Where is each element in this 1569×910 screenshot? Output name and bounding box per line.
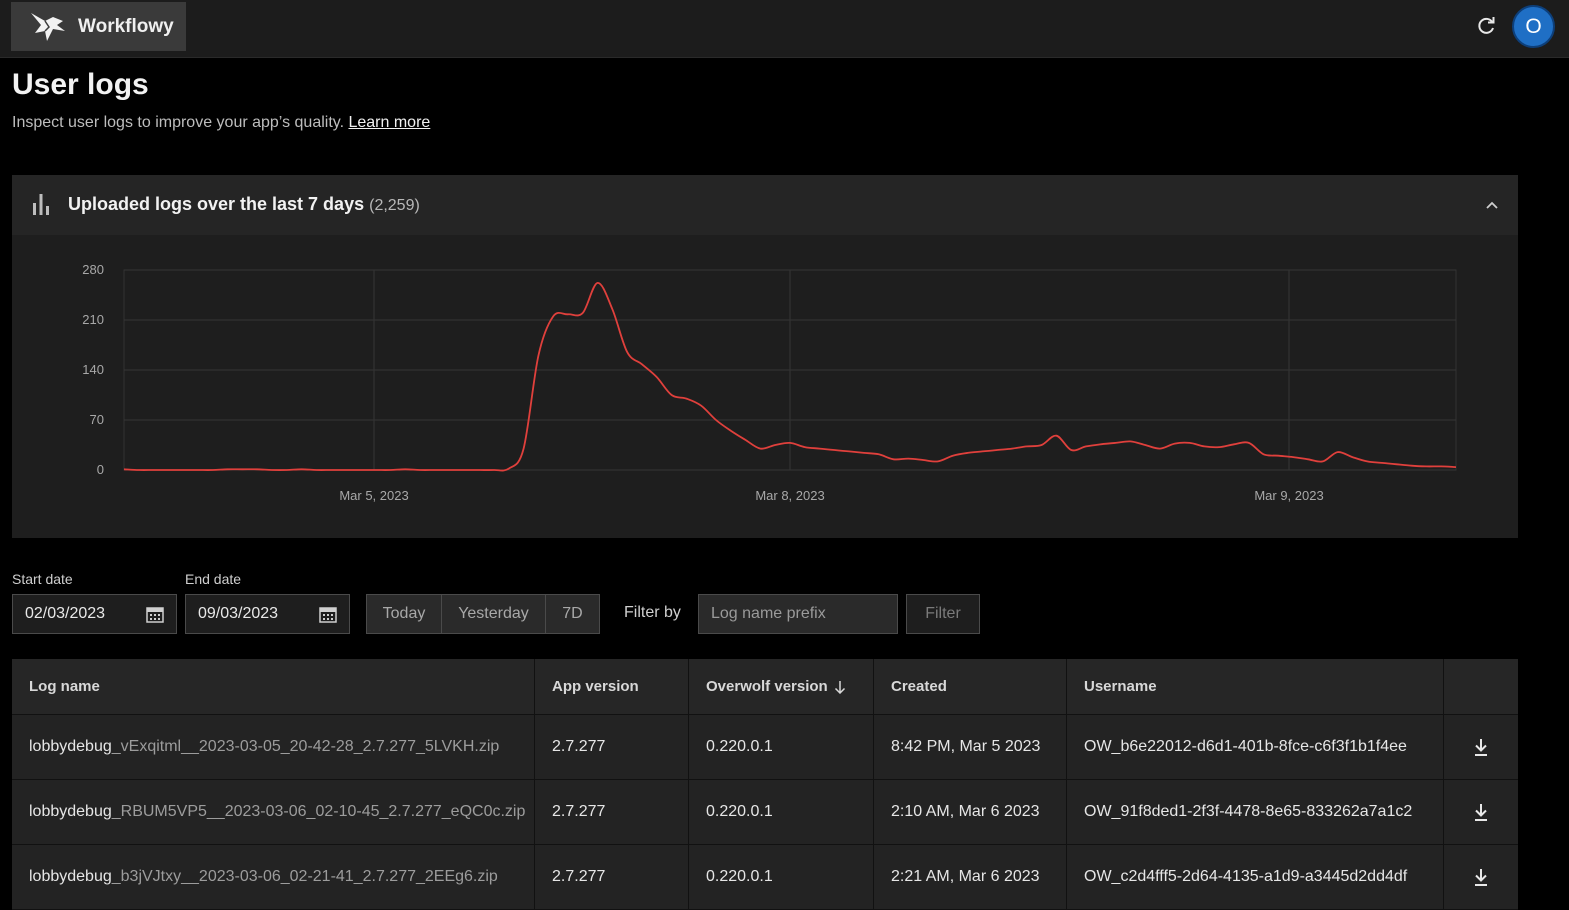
page-subtitle: Inspect user logs to improve your app’s … — [12, 114, 430, 132]
end-date-input[interactable]: 09/03/2023 — [185, 594, 350, 634]
column-header-log-name[interactable]: Log name — [12, 659, 535, 714]
arrow-down-icon — [834, 680, 845, 694]
avatar[interactable]: O — [1512, 5, 1555, 48]
fox-logo-icon — [31, 12, 65, 41]
download-cell — [1444, 845, 1518, 909]
log-name-rest: _b3jVJtxy__2023-03-06_02-21-41_2.7.277_2… — [111, 868, 498, 885]
overwolf-version-cell: 0.220.0.1 — [689, 715, 874, 779]
overwolf-version-cell: 0.220.0.1 — [689, 780, 874, 844]
app-brand[interactable]: Workflowy — [11, 2, 186, 51]
download-icon[interactable] — [1472, 802, 1490, 822]
column-header-app-version[interactable]: App version — [535, 659, 689, 714]
log-name-prefix: lobbydebug — [29, 738, 112, 755]
top-bar: Workflowy O — [0, 0, 1569, 58]
filter-button[interactable]: Filter — [906, 594, 980, 634]
y-tick-label: 210 — [82, 312, 104, 327]
x-tick-label: Mar 8, 2023 — [755, 488, 824, 503]
yesterday-button[interactable]: Yesterday — [442, 595, 546, 633]
log-name-prefix: lobbydebug — [29, 868, 112, 885]
username-cell: OW_c2d4fff5-2d64-4135-a1d9-a3445d2dd4df — [1067, 845, 1444, 909]
end-date-label: End date — [185, 571, 242, 587]
created-cell: 8:42 PM, Mar 5 2023 — [874, 715, 1067, 779]
download-cell — [1444, 715, 1518, 779]
column-header-username[interactable]: Username — [1067, 659, 1444, 714]
uploaded-logs-panel: Uploaded logs over the last 7 days (2,25… — [12, 175, 1518, 538]
end-date-value: 09/03/2023 — [198, 605, 279, 622]
download-icon[interactable] — [1472, 737, 1490, 757]
refresh-icon[interactable] — [1474, 14, 1498, 38]
bar-chart-icon — [33, 194, 49, 215]
panel-count: (2,259) — [369, 197, 420, 214]
column-header-created[interactable]: Created — [874, 659, 1067, 714]
chevron-up-icon[interactable] — [1484, 197, 1500, 213]
y-tick-label: 0 — [97, 462, 104, 477]
filter-by-label: Filter by — [624, 604, 681, 621]
column-header-overwolf-version[interactable]: Overwolf version — [689, 659, 874, 714]
created-cell: 2:10 AM, Mar 6 2023 — [874, 780, 1067, 844]
today-button[interactable]: Today — [367, 595, 442, 633]
table-row[interactable]: lobbydebug _vExqitml__2023-03-05_20-42-28… — [12, 715, 1518, 780]
panel-title-text: Uploaded logs over the last 7 days — [68, 194, 365, 214]
panel-title: Uploaded logs over the last 7 days (2,25… — [68, 194, 420, 215]
column-header-actions — [1444, 659, 1518, 714]
log-name-rest: _RBUM5VP5__2023-03-06_02-10-45_2.7.277_e… — [111, 803, 526, 820]
download-cell — [1444, 780, 1518, 844]
log-name-prefix: lobbydebug — [29, 803, 112, 820]
calendar-icon[interactable] — [146, 605, 164, 623]
overwolf-version-label: Overwolf version — [706, 678, 828, 695]
download-icon[interactable] — [1472, 867, 1490, 887]
page-title: User logs — [12, 68, 149, 101]
y-tick-label: 280 — [82, 262, 104, 277]
panel-header[interactable]: Uploaded logs over the last 7 days (2,25… — [12, 175, 1518, 235]
overwolf-version-cell: 0.220.0.1 — [689, 845, 874, 909]
log-name-cell[interactable]: lobbydebug _b3jVJtxy__2023-03-06_02-21-41… — [12, 845, 535, 909]
learn-more-link[interactable]: Learn more — [348, 114, 431, 131]
series-line — [123, 282, 1457, 472]
x-tick-label: Mar 5, 2023 — [339, 488, 408, 503]
7d-button[interactable]: 7D — [546, 595, 599, 633]
logs-line-chart: 0 70 140 210 280 Mar 5, 2023 Mar 8, 2023 Mar 9,… — [82, 262, 1457, 503]
table-header-row: Log name App version Overwolf version Cr… — [12, 659, 1518, 715]
log-name-cell[interactable]: lobbydebug _vExqitml__2023-03-05_20-42-28… — [12, 715, 535, 779]
y-tick-label: 140 — [82, 362, 104, 377]
log-name-rest: _vExqitml__2023-03-05_20-42-28_2.7.277_5… — [111, 738, 500, 755]
created-cell: 2:21 AM, Mar 6 2023 — [874, 845, 1067, 909]
start-date-value: 02/03/2023 — [25, 605, 106, 622]
x-tick-label: Mar 9, 2023 — [1254, 488, 1323, 503]
table-row[interactable]: lobbydebug _RBUM5VP5__2023-03-06_02-10-45… — [12, 780, 1518, 845]
app-version-cell: 2.7.277 — [535, 715, 689, 779]
app-version-cell: 2.7.277 — [535, 780, 689, 844]
start-date-label: Start date — [12, 571, 73, 587]
username-cell: OW_91f8ded1-2f3f-4478-8e65-833262a7a1c2 — [1067, 780, 1444, 844]
date-range-buttons: Today Yesterday 7D — [366, 594, 600, 634]
log-name-cell[interactable]: lobbydebug _RBUM5VP5__2023-03-06_02-10-45… — [12, 780, 535, 844]
app-name: Workflowy — [78, 15, 174, 37]
app-version-cell: 2.7.277 — [535, 845, 689, 909]
subtitle-text: Inspect user logs to improve your app’s … — [12, 114, 345, 131]
calendar-icon[interactable] — [319, 605, 337, 623]
logs-table: Log name App version Overwolf version Cr… — [12, 659, 1518, 910]
log-name-prefix-input[interactable]: Log name prefix — [698, 594, 898, 634]
y-tick-label: 70 — [90, 412, 104, 427]
username-cell: OW_b6e22012-d6d1-401b-8fce-c6f3f1b1f4ee — [1067, 715, 1444, 779]
start-date-input[interactable]: 02/03/2023 — [12, 594, 177, 634]
table-row[interactable]: lobbydebug _b3jVJtxy__2023-03-06_02-21-41… — [12, 845, 1518, 910]
